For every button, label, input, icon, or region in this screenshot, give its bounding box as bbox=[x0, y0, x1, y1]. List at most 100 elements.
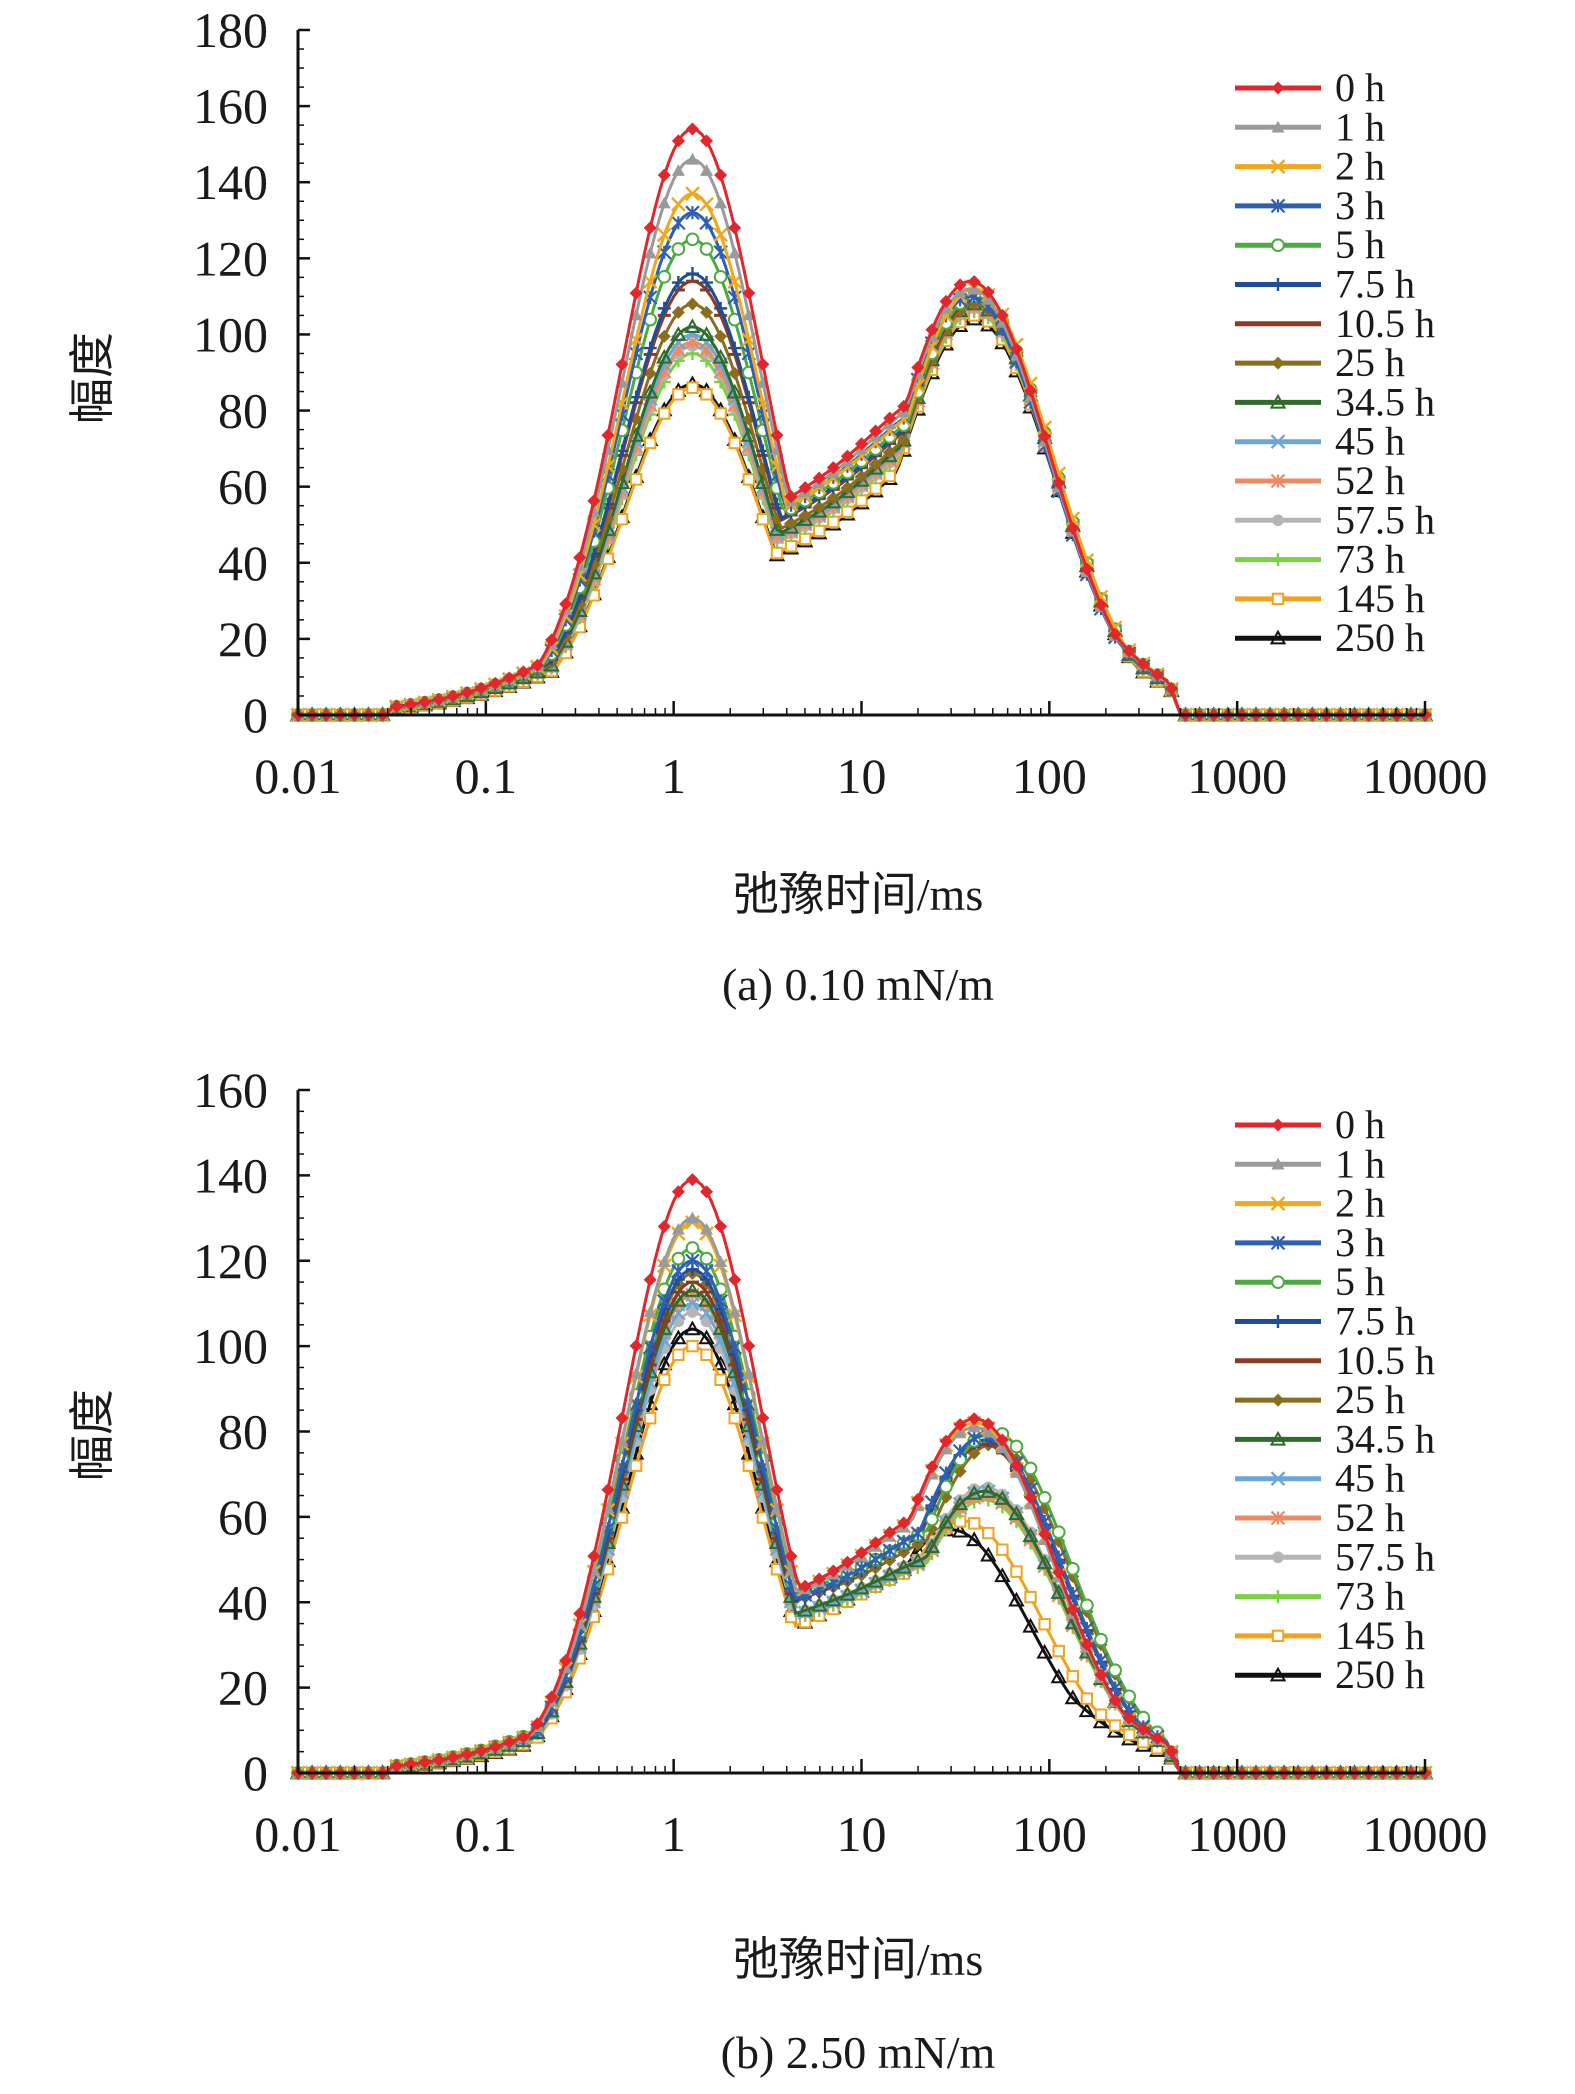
legend-item: 0 h bbox=[1235, 1102, 1385, 1147]
legend-marker bbox=[1270, 1235, 1286, 1251]
data-point bbox=[404, 1757, 418, 1771]
data-point bbox=[967, 282, 981, 295]
legend-item: 3 h bbox=[1235, 183, 1385, 228]
data-point bbox=[883, 411, 897, 425]
y-tick-label: 40 bbox=[218, 535, 268, 591]
data-point bbox=[656, 227, 672, 243]
data-point bbox=[953, 278, 967, 292]
data-point bbox=[1052, 1644, 1065, 1658]
legend-marker bbox=[1271, 1393, 1285, 1407]
series-line bbox=[298, 1280, 1425, 1775]
series-250h bbox=[289, 310, 1434, 722]
data-point bbox=[742, 308, 756, 321]
data-point bbox=[601, 1483, 615, 1497]
legend-item: 2 h bbox=[1235, 144, 1385, 189]
data-point bbox=[656, 1355, 673, 1371]
data-point bbox=[869, 1536, 883, 1550]
data-point bbox=[1080, 562, 1094, 576]
data-point bbox=[966, 1431, 982, 1446]
legend-item: 73 h bbox=[1235, 1574, 1405, 1619]
data-point bbox=[714, 196, 728, 209]
legend-marker bbox=[1269, 629, 1287, 645]
data-point bbox=[742, 1459, 755, 1472]
legend-item: 3 h bbox=[1235, 1220, 1385, 1265]
series-25h bbox=[291, 1267, 1432, 1780]
legend-marker bbox=[1272, 514, 1284, 527]
data-point bbox=[840, 1568, 855, 1583]
data-point bbox=[784, 539, 798, 553]
legend: 0 h1 h2 h3 h5 h7.5 h10.5 h25 h34.5 h45 h… bbox=[1235, 65, 1435, 660]
legend-label: 145 h bbox=[1335, 1613, 1425, 1658]
data-point bbox=[825, 470, 841, 486]
data-point bbox=[897, 1516, 911, 1530]
legend-marker bbox=[1271, 238, 1285, 253]
data-point bbox=[728, 221, 742, 235]
legend-label: 45 h bbox=[1335, 1456, 1405, 1501]
legend-item: 145 h bbox=[1235, 576, 1425, 621]
data-point bbox=[967, 275, 981, 289]
data-point bbox=[1024, 384, 1038, 398]
data-point bbox=[994, 1490, 1011, 1505]
data-point bbox=[1052, 1565, 1066, 1579]
data-point bbox=[713, 227, 728, 243]
y-tick-label: 120 bbox=[193, 230, 268, 286]
data-point bbox=[698, 1329, 715, 1345]
data-point bbox=[1122, 1728, 1136, 1741]
data-point bbox=[1094, 1708, 1108, 1721]
data-point bbox=[768, 521, 786, 536]
data-point bbox=[953, 1418, 967, 1432]
data-point bbox=[1094, 598, 1108, 612]
data-point bbox=[1038, 429, 1052, 443]
legend: 0 h1 h2 h3 h5 h7.5 h10.5 h25 h34.5 h45 h… bbox=[1235, 1102, 1435, 1697]
data-point bbox=[756, 512, 770, 526]
data-point bbox=[1052, 476, 1066, 490]
data-point bbox=[671, 1185, 685, 1199]
x-tick-label: 100 bbox=[1012, 1806, 1087, 1862]
data-point bbox=[770, 428, 784, 442]
data-point bbox=[587, 1549, 601, 1563]
legend-marker bbox=[1270, 434, 1286, 450]
data-point bbox=[869, 457, 883, 471]
data-point bbox=[1010, 1565, 1023, 1578]
series-45h bbox=[290, 1296, 1433, 1781]
legend-item: 57.5 h bbox=[1235, 1534, 1435, 1579]
data-point bbox=[657, 269, 672, 284]
data-point bbox=[1050, 1668, 1067, 1684]
data-point bbox=[672, 1348, 685, 1362]
data-point bbox=[798, 509, 812, 523]
data-point bbox=[714, 168, 728, 182]
data-point bbox=[685, 186, 700, 201]
x-tick-label: 1 bbox=[661, 1806, 686, 1862]
data-point bbox=[881, 1565, 898, 1581]
data-point bbox=[700, 305, 714, 319]
data-point bbox=[643, 1273, 657, 1287]
data-point bbox=[925, 323, 939, 337]
data-point bbox=[671, 305, 685, 319]
data-point bbox=[671, 242, 686, 256]
series-line bbox=[298, 1310, 1425, 1775]
data-point bbox=[601, 428, 615, 442]
data-point bbox=[910, 1526, 926, 1541]
data-point bbox=[643, 1305, 657, 1317]
legend-label: 3 h bbox=[1335, 183, 1385, 228]
legend-label: 5 h bbox=[1335, 1259, 1385, 1304]
data-point bbox=[700, 1185, 714, 1199]
legend-label: 45 h bbox=[1335, 419, 1405, 464]
data-point bbox=[784, 516, 798, 530]
data-point bbox=[446, 689, 460, 703]
data-point bbox=[671, 164, 685, 176]
legend-label: 73 h bbox=[1335, 537, 1405, 582]
data-point bbox=[1080, 1692, 1094, 1705]
data-point bbox=[657, 168, 671, 182]
y-tick-label: 60 bbox=[218, 459, 268, 515]
legend-label: 10.5 h bbox=[1335, 301, 1435, 346]
data-point bbox=[643, 366, 657, 380]
legend-marker bbox=[1271, 1275, 1285, 1290]
data-point bbox=[813, 524, 826, 538]
data-point bbox=[1009, 342, 1023, 356]
data-point bbox=[939, 1442, 953, 1455]
data-point bbox=[982, 1526, 995, 1540]
x-tick-label: 100 bbox=[1012, 748, 1087, 804]
data-point bbox=[615, 1411, 629, 1425]
data-point bbox=[530, 658, 544, 672]
